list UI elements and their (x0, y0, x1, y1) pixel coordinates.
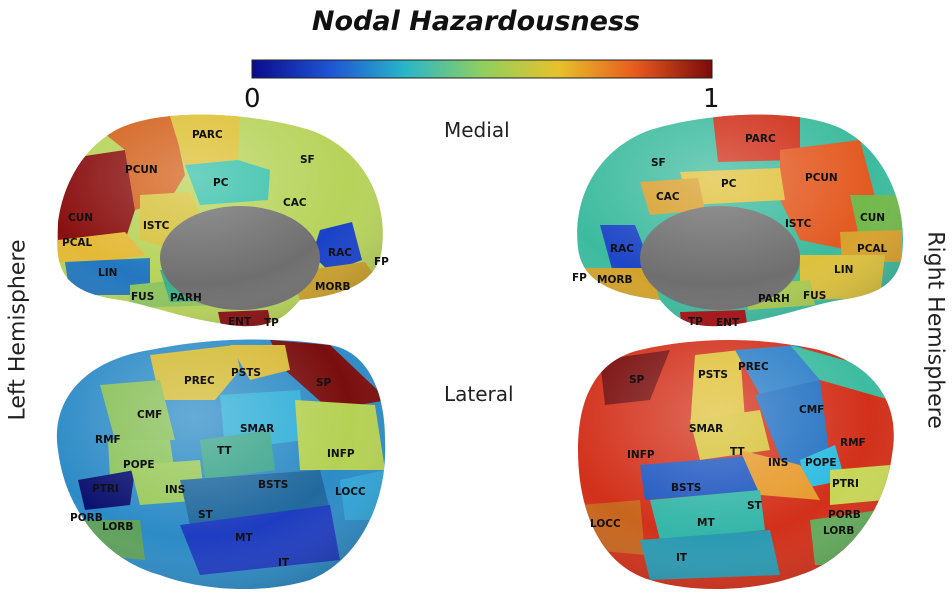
roi-label: PCAL (62, 237, 93, 249)
roi-label: FP (572, 272, 587, 284)
roi-label: MT (235, 532, 253, 544)
lateral-view-label: Lateral (444, 382, 514, 406)
roi-label: MORB (315, 281, 350, 293)
left-hemisphere-label: Left Hemisphere (5, 239, 31, 421)
roi-label: LORB (102, 521, 133, 533)
roi-label: MT (697, 517, 715, 529)
roi-label: PREC (184, 375, 215, 387)
colorbar-min-label: 0 (244, 84, 261, 114)
roi-label: ST (198, 509, 214, 521)
surface-shading (577, 114, 903, 327)
roi-label: TP (688, 316, 703, 328)
figure-title: Nodal Hazardousness (311, 6, 641, 37)
roi-label: FUS (803, 290, 826, 302)
roi-label: BSTS (671, 482, 701, 494)
surface-shading (56, 339, 386, 590)
roi-label: ISTC (785, 218, 812, 230)
roi-label: PARC (745, 133, 776, 145)
roi-label: CMF (799, 404, 824, 416)
right-medial-brain (577, 114, 903, 327)
roi-label: CUN (860, 212, 885, 224)
roi-label: ISTC (143, 220, 170, 232)
roi-label: MORB (597, 274, 632, 286)
roi-label: INS (768, 457, 788, 469)
roi-label: FP (374, 256, 389, 268)
roi-label: PORB (70, 512, 103, 524)
roi-label: CAC (656, 191, 680, 203)
roi-label: ST (747, 500, 763, 512)
roi-label: PCUN (805, 172, 838, 184)
roi-label: LOCC (590, 518, 621, 530)
surface-shading (578, 340, 894, 590)
roi-label: CAC (283, 197, 307, 209)
roi-label: SP (316, 377, 332, 389)
roi-label: BSTS (258, 479, 288, 491)
roi-label: ENT (228, 316, 252, 328)
right-lateral-brain (578, 340, 894, 590)
roi-label: SMAR (240, 423, 274, 435)
roi-label: INS (165, 484, 185, 496)
roi-label: LIN (98, 267, 117, 279)
roi-label: RAC (328, 247, 352, 259)
roi-label: CMF (137, 409, 162, 421)
roi-label: CUN (68, 212, 93, 224)
roi-label: INFP (627, 449, 655, 461)
roi-label: INFP (327, 448, 355, 460)
roi-label: LORB (823, 525, 854, 537)
roi-label: PCUN (125, 164, 158, 176)
roi-label: PSTS (231, 367, 261, 379)
roi-label: PC (213, 177, 229, 189)
roi-label: RMF (840, 437, 866, 449)
roi-label: LIN (834, 264, 853, 276)
roi-label: PARH (170, 292, 202, 304)
medial-view-label: Medial (444, 118, 510, 142)
roi-label: PARH (758, 293, 790, 305)
roi-label: FUS (131, 291, 154, 303)
roi-label: TP (264, 317, 279, 329)
roi-label: SP (629, 374, 645, 386)
left-medial-brain (57, 114, 383, 327)
roi-label: PREC (738, 361, 769, 373)
roi-label: LOCC (335, 486, 366, 498)
roi-label: TT (730, 446, 745, 458)
roi-label: PTRI (832, 478, 859, 490)
roi-label: PARC (192, 129, 223, 141)
roi-label: SMAR (689, 423, 723, 435)
roi-label: PORB (828, 509, 861, 521)
roi-label: SF (300, 154, 315, 166)
roi-label: PCAL (857, 243, 888, 255)
roi-label: PC (721, 178, 737, 190)
roi-label: PSTS (698, 369, 728, 381)
roi-label: ENT (716, 317, 740, 329)
roi-label: POPE (805, 457, 837, 469)
colorbar-max-label: 1 (703, 84, 720, 114)
colorbar (251, 59, 713, 79)
roi-label: RMF (95, 434, 121, 446)
roi-label: SF (651, 157, 666, 169)
left-hemisphere-label-wrap: Left Hemisphere (3, 230, 33, 430)
roi-label: TT (217, 445, 232, 457)
right-hemisphere-label-wrap: Right Hemisphere (920, 230, 950, 430)
roi-label: IT (278, 557, 290, 569)
left-lateral-brain (56, 339, 386, 590)
roi-label: POPE (123, 459, 155, 471)
roi-label: RAC (610, 243, 634, 255)
roi-label: IT (676, 552, 688, 564)
surface-shading (57, 114, 383, 327)
right-hemisphere-label: Right Hemisphere (922, 231, 948, 429)
roi-label: PTRI (92, 483, 119, 495)
